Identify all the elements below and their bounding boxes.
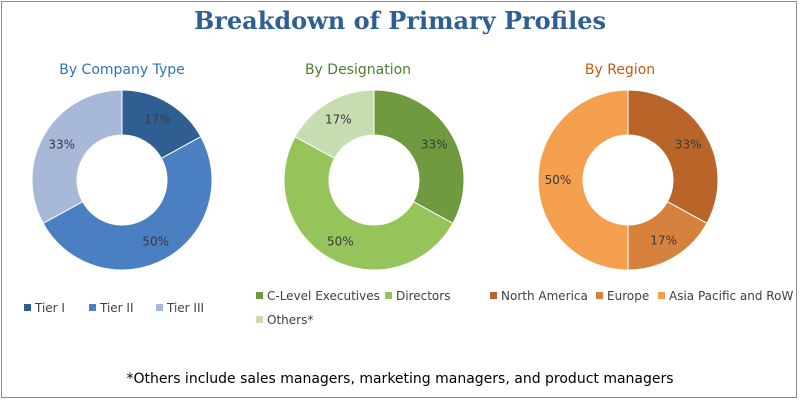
legend-swatch xyxy=(156,304,163,311)
chart-title-designation: By Designation xyxy=(304,62,412,78)
slice-data-label: 50% xyxy=(327,234,354,248)
legend-item: Tier I xyxy=(24,301,65,315)
legend-label: Others* xyxy=(267,313,314,327)
legend-item: C-Level Executives xyxy=(256,289,380,303)
legend-item: Others* xyxy=(256,313,313,327)
legend-swatch xyxy=(658,292,665,299)
slice-data-label: 50% xyxy=(142,234,169,248)
slice-data-label: 50% xyxy=(545,173,572,187)
donut-slice xyxy=(294,89,375,160)
legend-label: Asia Pacific and RoW xyxy=(669,289,794,303)
legend-item: Tier III xyxy=(156,301,204,315)
legend-label: Tier II xyxy=(100,301,134,315)
donut-slice xyxy=(42,135,213,271)
legend-label: C-Level Executives xyxy=(267,289,380,303)
slice-data-label: 17% xyxy=(325,113,352,127)
legend-swatch xyxy=(24,304,31,311)
legend-swatch xyxy=(385,292,392,299)
slice-data-label: 17% xyxy=(144,113,171,127)
legend-label: North America xyxy=(501,289,588,303)
slice-data-label: 33% xyxy=(675,137,702,151)
legend-swatch xyxy=(89,304,96,311)
donut-slice xyxy=(31,89,123,225)
donut-chart-designation: 33% 50% 17% xyxy=(283,89,465,271)
slice-data-label: 33% xyxy=(421,137,448,151)
chart-title-company-type: By Company Type xyxy=(59,62,185,78)
legend-swatch xyxy=(490,292,497,299)
slice-data-label: 17% xyxy=(650,233,677,247)
legend-item: North America xyxy=(490,289,588,303)
donut-slice xyxy=(283,135,454,271)
donut-slice xyxy=(373,89,465,225)
chart-title-region: By Region xyxy=(584,62,656,78)
slice-data-label: 33% xyxy=(48,137,75,151)
legend-item: Europe xyxy=(596,289,649,303)
donut-chart-company-type: 17% 50% 33% xyxy=(31,89,213,271)
legend-label: Tier I xyxy=(35,301,65,315)
donut-slice xyxy=(627,89,719,225)
legend-item: Asia Pacific and RoW xyxy=(658,289,793,303)
legend-swatch xyxy=(256,316,263,323)
legend-swatch xyxy=(256,292,263,299)
footnote: *Others include sales managers, marketin… xyxy=(126,371,674,387)
donut-chart-region: 33% 17% 50% xyxy=(537,89,719,271)
legend-label: Europe xyxy=(607,289,650,303)
legend-label: Tier III xyxy=(167,301,205,315)
legend-label: Directors xyxy=(396,289,451,303)
legend-swatch xyxy=(596,292,603,299)
donut-slice xyxy=(537,89,629,271)
legend-item: Directors xyxy=(385,289,450,303)
page-title: Breakdown of Primary Profiles xyxy=(193,6,607,35)
legend-item: Tier II xyxy=(89,301,134,315)
